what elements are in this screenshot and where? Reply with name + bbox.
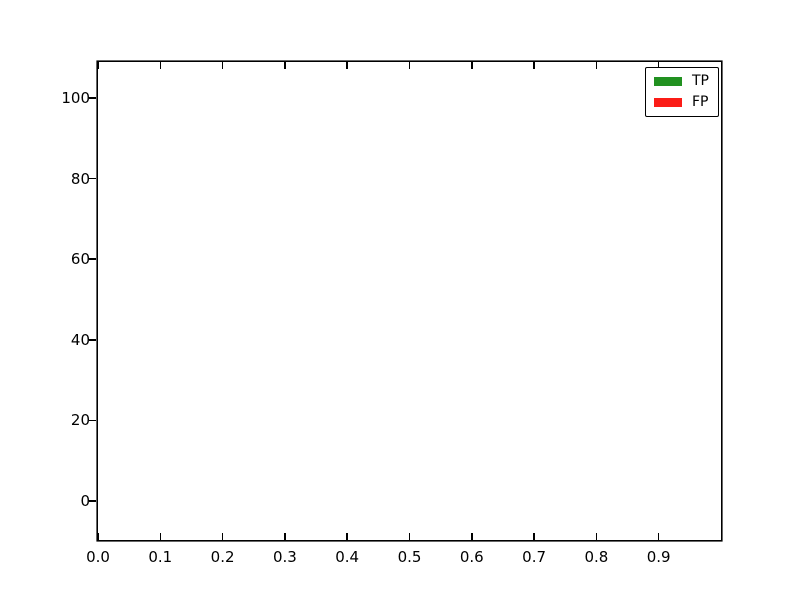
x-tick-label: 0.8 (584, 548, 609, 566)
x-tick-mark-top (408, 62, 411, 69)
x-tick-mark-top (595, 62, 598, 69)
x-tick-mark-top (97, 62, 99, 69)
x-tick-label: 0.5 (397, 548, 422, 566)
x-tick-label: 0.1 (148, 548, 173, 566)
x-tick-mark-top (221, 62, 224, 69)
x-tick-mark (284, 533, 286, 540)
y-tick-mark (89, 177, 96, 180)
x-tick-mark (471, 533, 473, 540)
legend-label: FP (692, 94, 709, 110)
y-tick-label: 0 (80, 492, 90, 510)
x-tick-mark (159, 533, 162, 540)
legend-swatch-tp (654, 76, 682, 86)
y-tick-label: 80 (70, 169, 90, 188)
y-tick-mark (89, 97, 96, 99)
x-tick-label: 0.6 (459, 548, 484, 566)
y-tick-label: 20 (70, 411, 90, 430)
legend-entry: TP (654, 73, 709, 89)
y-tick-mark (89, 500, 96, 502)
legend-entry: FP (654, 94, 709, 110)
x-tick-mark-top (284, 62, 286, 69)
x-tick-label: 0.3 (272, 548, 297, 566)
x-tick-mark (346, 533, 348, 540)
y-tick-mark (89, 339, 96, 341)
plot-area (89, 62, 721, 540)
x-tick-mark (595, 533, 598, 540)
y-tick-label: 40 (70, 330, 90, 349)
x-tick-mark (221, 533, 224, 540)
x-tick-mark-top (159, 62, 162, 69)
x-tick-mark (97, 533, 99, 540)
x-tick-mark (533, 533, 535, 540)
legend: TP FP (645, 67, 719, 117)
x-tick-mark-top (533, 62, 535, 69)
y-tick-label: 100 (61, 89, 90, 107)
legend-label: TP (692, 73, 709, 89)
x-tick-mark (657, 533, 660, 540)
y-tick-label: 60 (70, 250, 90, 269)
x-tick-label: 0.0 (86, 548, 110, 566)
x-tick-mark-top (346, 62, 348, 69)
x-tick-mark (408, 533, 411, 540)
x-tick-label: 0.2 (210, 548, 235, 566)
x-tick-label: 0.4 (335, 548, 360, 566)
x-tick-label: 0.7 (522, 548, 547, 566)
x-tick-label: 0.9 (646, 548, 671, 566)
x-tick-mark-top (657, 62, 660, 69)
legend-swatch-fp (654, 97, 682, 107)
y-tick-mark (89, 419, 96, 422)
y-tick-mark (89, 258, 96, 260)
x-tick-mark-top (471, 62, 473, 69)
